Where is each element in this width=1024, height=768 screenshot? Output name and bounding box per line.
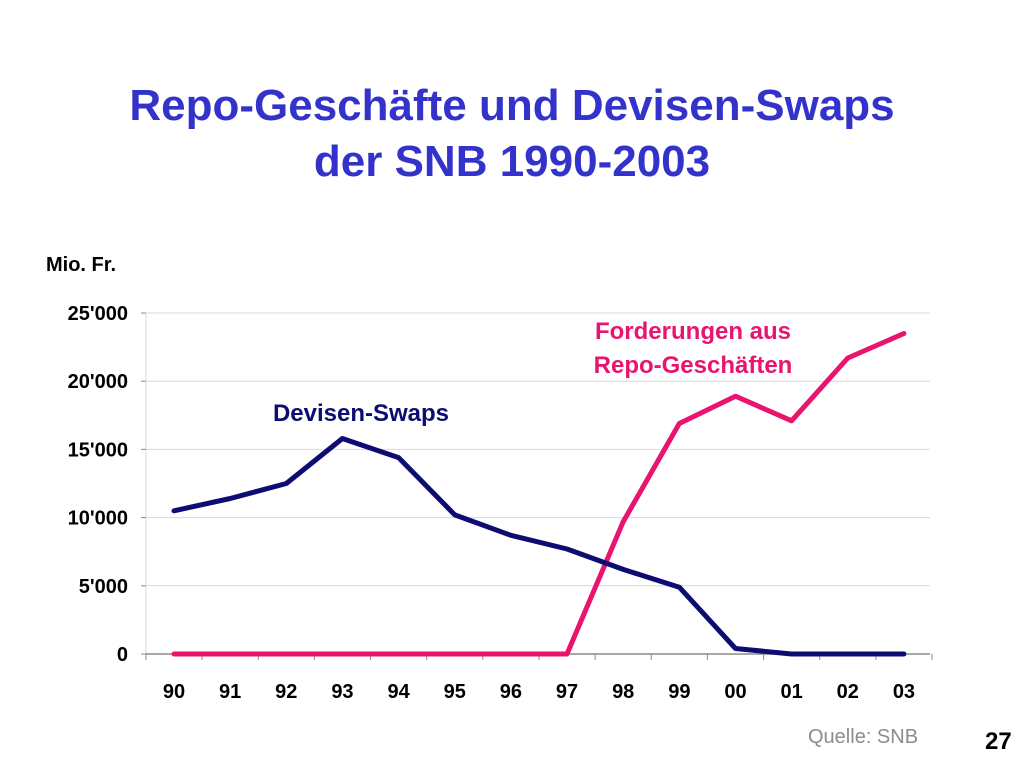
x-tick-label: 94 [387,681,410,703]
slide-title: Repo-Geschäfte und Devisen-Swaps der SNB… [0,78,1024,190]
slide-title-line-1: Repo-Geschäfte und Devisen-Swaps [129,81,895,130]
y-axis-label: Mio. Fr. [46,254,116,276]
series-line-devisen-swaps [171,436,907,657]
series-label-repo-line-1: Forderungen aus [595,318,791,345]
y-tick-label: 20'000 [68,371,128,393]
x-tick-label: 98 [612,681,634,703]
grid-lines [146,312,930,587]
x-tick-label: 96 [500,681,522,703]
slide-title-line-2: der SNB 1990-2003 [313,137,711,186]
page-number: 27 [985,728,1012,755]
x-tick-label: 91 [219,681,241,703]
x-tick-label: 00 [724,681,746,703]
y-tick-label: 10'000 [68,508,128,530]
axes [141,312,933,660]
x-tick-label: 01 [781,681,803,703]
x-tick-label: 90 [163,681,185,703]
series-label-devisen-swaps: Devisen-Swaps [273,400,449,427]
y-tick-label: 25'000 [68,303,128,325]
series-layer [171,331,907,657]
x-tick-label: 99 [668,681,690,703]
x-tick-label: 02 [837,681,859,703]
y-tick-label: 0 [117,644,128,666]
x-tick-label: 03 [893,681,915,703]
x-tick-label: 95 [444,681,466,703]
series-line-repo [171,331,907,657]
x-tick-label: 93 [331,681,353,703]
x-tick-label: 97 [556,681,578,703]
y-tick-label: 15'000 [68,439,128,461]
x-tick-label: 92 [275,681,297,703]
chart-labels: 0 5'000 10'000 15'000 20'000 25'000 90 91 92 93 94… [46,254,915,703]
series-label-repo-line-2: Repo-Geschäften [594,352,793,379]
y-tick-label: 5'000 [79,576,128,598]
source-note: Quelle: SNB [808,726,919,748]
